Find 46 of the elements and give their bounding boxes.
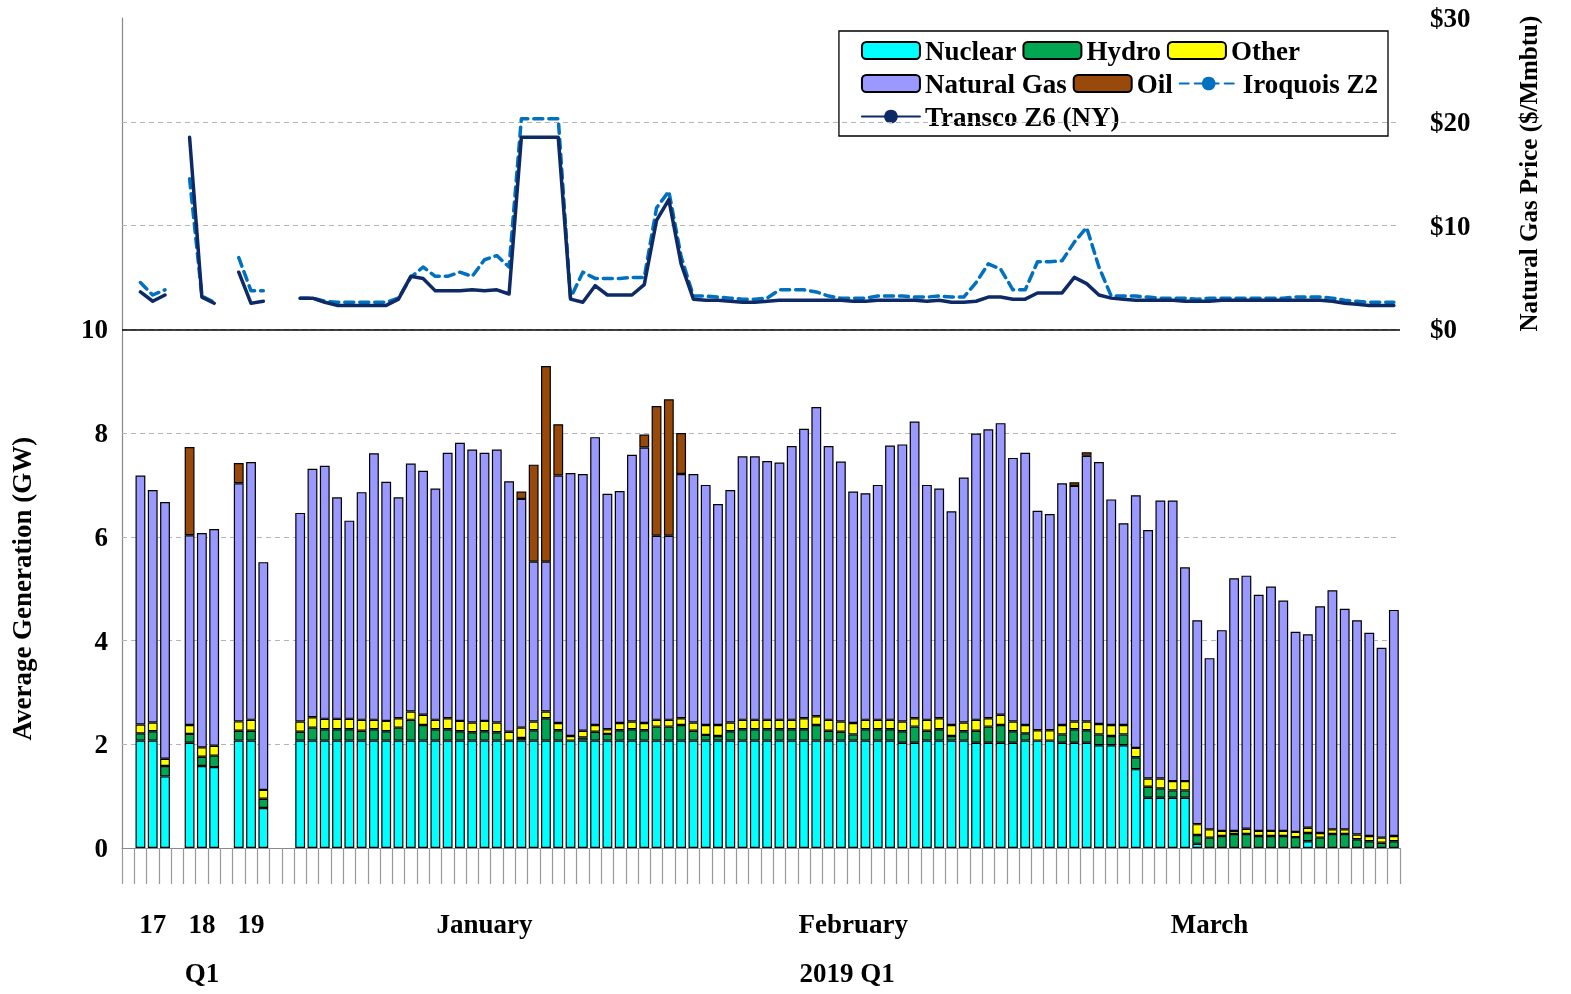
bar <box>1388 609 1399 837</box>
bar <box>577 740 588 848</box>
bar <box>602 493 613 730</box>
x-tick-label: 17 <box>139 908 167 939</box>
x-tick-label: January <box>436 908 534 939</box>
bar <box>1376 842 1387 848</box>
bar <box>1229 578 1240 831</box>
y-tick-label: 4 <box>94 625 108 656</box>
y-tick-label: 0 <box>94 833 108 863</box>
legend-label: Other <box>1230 35 1300 66</box>
bar <box>1352 839 1362 848</box>
bar <box>1339 833 1350 848</box>
bar <box>1229 833 1240 848</box>
x-tick-label: February <box>798 908 909 939</box>
bar <box>1241 833 1252 848</box>
y2-tick-label: $10 <box>1430 210 1471 241</box>
bar <box>565 740 576 848</box>
legend-label: Oil <box>1136 68 1174 99</box>
x-tick-label: March <box>1170 908 1249 939</box>
bar <box>946 740 957 848</box>
y-tick-label: 6 <box>94 521 108 552</box>
bar <box>713 740 723 848</box>
bar <box>1327 590 1338 830</box>
y2-tick-label: $0 <box>1430 314 1457 345</box>
y-axis-title: Average Generation (GW) <box>7 436 37 741</box>
bar <box>1364 632 1375 837</box>
legend-label: Nuclear <box>924 35 1017 66</box>
bar <box>516 740 527 848</box>
y-tick-label: 8 <box>94 418 108 448</box>
y2-tick-label: $30 <box>1430 3 1471 33</box>
bar <box>1315 837 1326 848</box>
y2-tick-label: $20 <box>1430 106 1471 137</box>
legend-label: Natural Gas <box>924 68 1067 99</box>
text: 2019 Q1 <box>799 958 895 988</box>
y2-axis-title: Natural Gas Price ($/Mmbtu) <box>1514 15 1543 332</box>
bar <box>1352 620 1362 835</box>
y-tick-label: 10 <box>81 314 108 345</box>
legend-label: Hydro <box>1086 35 1161 66</box>
legend-label: Iroquois Z2 <box>1242 68 1379 99</box>
text: Q1 <box>184 958 220 988</box>
y-tick-label: 2 <box>94 729 108 760</box>
bar <box>1339 608 1350 830</box>
x-tick-label: 19 <box>237 908 265 939</box>
legend-label: Transco Z6 (NY) <box>924 101 1120 132</box>
bar <box>1327 833 1338 848</box>
x-tick-label: 18 <box>188 908 216 939</box>
